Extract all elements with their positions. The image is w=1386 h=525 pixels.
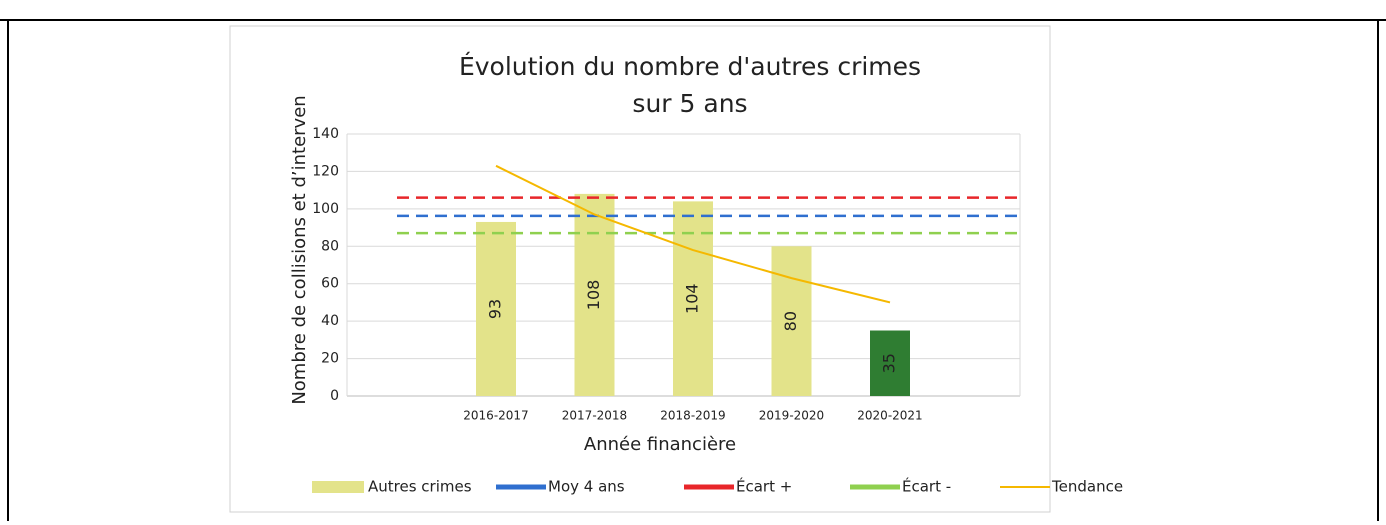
y-tick-label: 0 [330, 388, 339, 404]
x-tick-label: 2016-2017 [463, 409, 528, 423]
y-tick-label: 60 [321, 276, 339, 292]
legend-label: Écart + [736, 477, 792, 496]
bar [870, 330, 910, 396]
trend-line [495, 164, 891, 304]
y-tick-label: 20 [321, 351, 339, 367]
legend-label: Tendance [1051, 478, 1123, 496]
x-tick-label: 2020-2021 [857, 409, 922, 423]
y-tick-label: 140 [312, 126, 339, 142]
data-label: 93 [486, 299, 505, 319]
y-tick-label: 80 [321, 238, 339, 254]
legend-label: Écart - [902, 477, 951, 496]
bar [771, 246, 812, 396]
x-tick-label: 2017-2018 [562, 409, 627, 423]
data-label: 80 [781, 311, 800, 331]
y-tick-label: 120 [312, 163, 339, 179]
x-axis-title: Année financière [584, 434, 736, 455]
data-label: 104 [683, 283, 702, 314]
chart-title: sur 5 ans [632, 89, 747, 118]
y-tick-label: 100 [312, 201, 339, 217]
legend-swatch [312, 481, 364, 493]
bar [574, 193, 615, 396]
y-axis-title: Nombre de collisions et d’interven [289, 95, 310, 404]
bar [476, 221, 516, 396]
data-label: 35 [880, 353, 899, 373]
legend-label: Autres crimes [368, 478, 472, 496]
y-tick-label: 40 [321, 313, 339, 329]
legend-label: Moy 4 ans [548, 478, 625, 496]
chart-title: Évolution du nombre d'autres crimes [459, 52, 921, 81]
chart-area [229, 25, 1051, 513]
data-label: 108 [584, 280, 603, 311]
x-tick-label: 2019-2020 [759, 409, 824, 423]
x-tick-label: 2018-2019 [660, 409, 725, 423]
